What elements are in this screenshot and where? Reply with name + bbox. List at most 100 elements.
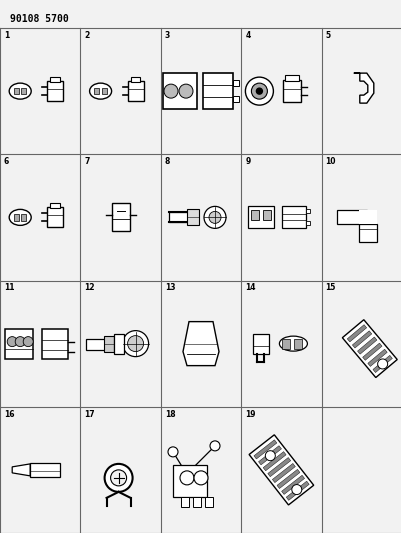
Bar [180,497,188,507]
Circle shape [15,337,25,346]
Bar [203,73,233,109]
Text: 19: 19 [245,410,255,419]
Bar [186,209,198,225]
Bar [14,214,18,221]
Text: 6: 6 [4,157,9,166]
Text: 14: 14 [245,284,255,293]
Circle shape [209,441,219,451]
Bar [294,338,302,349]
Circle shape [251,83,267,99]
Bar [372,356,391,373]
Text: 15: 15 [325,284,335,293]
Text: 4: 4 [245,31,250,40]
Bar [282,338,290,349]
Bar [306,221,310,225]
Bar [358,211,376,224]
Bar [21,88,26,94]
Circle shape [180,471,194,485]
Polygon shape [353,73,373,103]
Text: 10: 10 [325,157,335,166]
Bar [233,80,239,86]
Circle shape [203,206,225,228]
Bar [346,325,366,342]
Bar [367,349,386,366]
Circle shape [245,77,273,105]
Circle shape [209,212,221,223]
Ellipse shape [89,83,111,99]
Bar [285,75,299,81]
Bar [168,212,188,222]
Circle shape [7,337,17,346]
Text: 90108 5700: 90108 5700 [10,14,69,24]
Bar [47,207,63,228]
Text: 8: 8 [164,157,170,166]
Ellipse shape [9,83,31,99]
Bar [362,343,381,360]
Text: 18: 18 [164,410,175,419]
Text: 5: 5 [325,31,330,40]
Bar [172,465,207,497]
Circle shape [127,336,143,352]
Ellipse shape [279,336,307,351]
Bar [248,206,274,228]
Bar [286,481,308,500]
Bar [5,329,33,359]
Bar [336,211,366,224]
Bar [113,334,123,353]
Circle shape [194,471,207,485]
Bar [192,497,200,507]
Ellipse shape [9,209,31,225]
Bar [50,204,60,208]
Bar [47,81,63,101]
Bar [162,73,196,109]
Circle shape [122,330,148,357]
Text: 16: 16 [4,410,14,419]
Bar [249,435,313,505]
Bar [94,88,99,94]
Bar [267,457,290,477]
Polygon shape [182,321,219,366]
Bar [253,334,269,353]
Polygon shape [12,464,30,476]
Bar [103,336,113,352]
Bar [21,214,26,221]
Bar [42,329,68,359]
Text: 7: 7 [84,157,89,166]
Bar [205,497,213,507]
Bar [282,206,306,228]
Text: 11: 11 [4,284,14,293]
Text: 3: 3 [164,31,170,40]
Circle shape [265,451,275,461]
Text: 12: 12 [84,284,95,293]
Bar [272,464,295,482]
Bar [276,470,299,489]
Circle shape [23,337,33,346]
Circle shape [164,84,178,98]
Circle shape [168,447,178,457]
Bar [30,463,60,477]
Bar [111,204,129,231]
Circle shape [291,484,301,495]
Text: 17: 17 [84,410,95,419]
Circle shape [256,88,262,94]
Bar [281,475,304,495]
Circle shape [110,470,126,486]
Bar [306,209,310,213]
Bar [263,211,271,220]
Bar [356,337,376,354]
Text: 9: 9 [245,157,250,166]
Text: 1: 1 [4,31,9,40]
Circle shape [377,359,387,369]
Circle shape [104,464,132,492]
Text: 13: 13 [164,284,175,293]
Bar [101,88,106,94]
Bar [233,96,239,102]
Bar [263,451,286,471]
Circle shape [178,84,192,98]
Bar [358,224,376,243]
Bar [85,338,105,350]
Bar [127,81,143,101]
Bar [130,77,140,82]
Bar [50,77,60,82]
Bar [352,331,371,348]
